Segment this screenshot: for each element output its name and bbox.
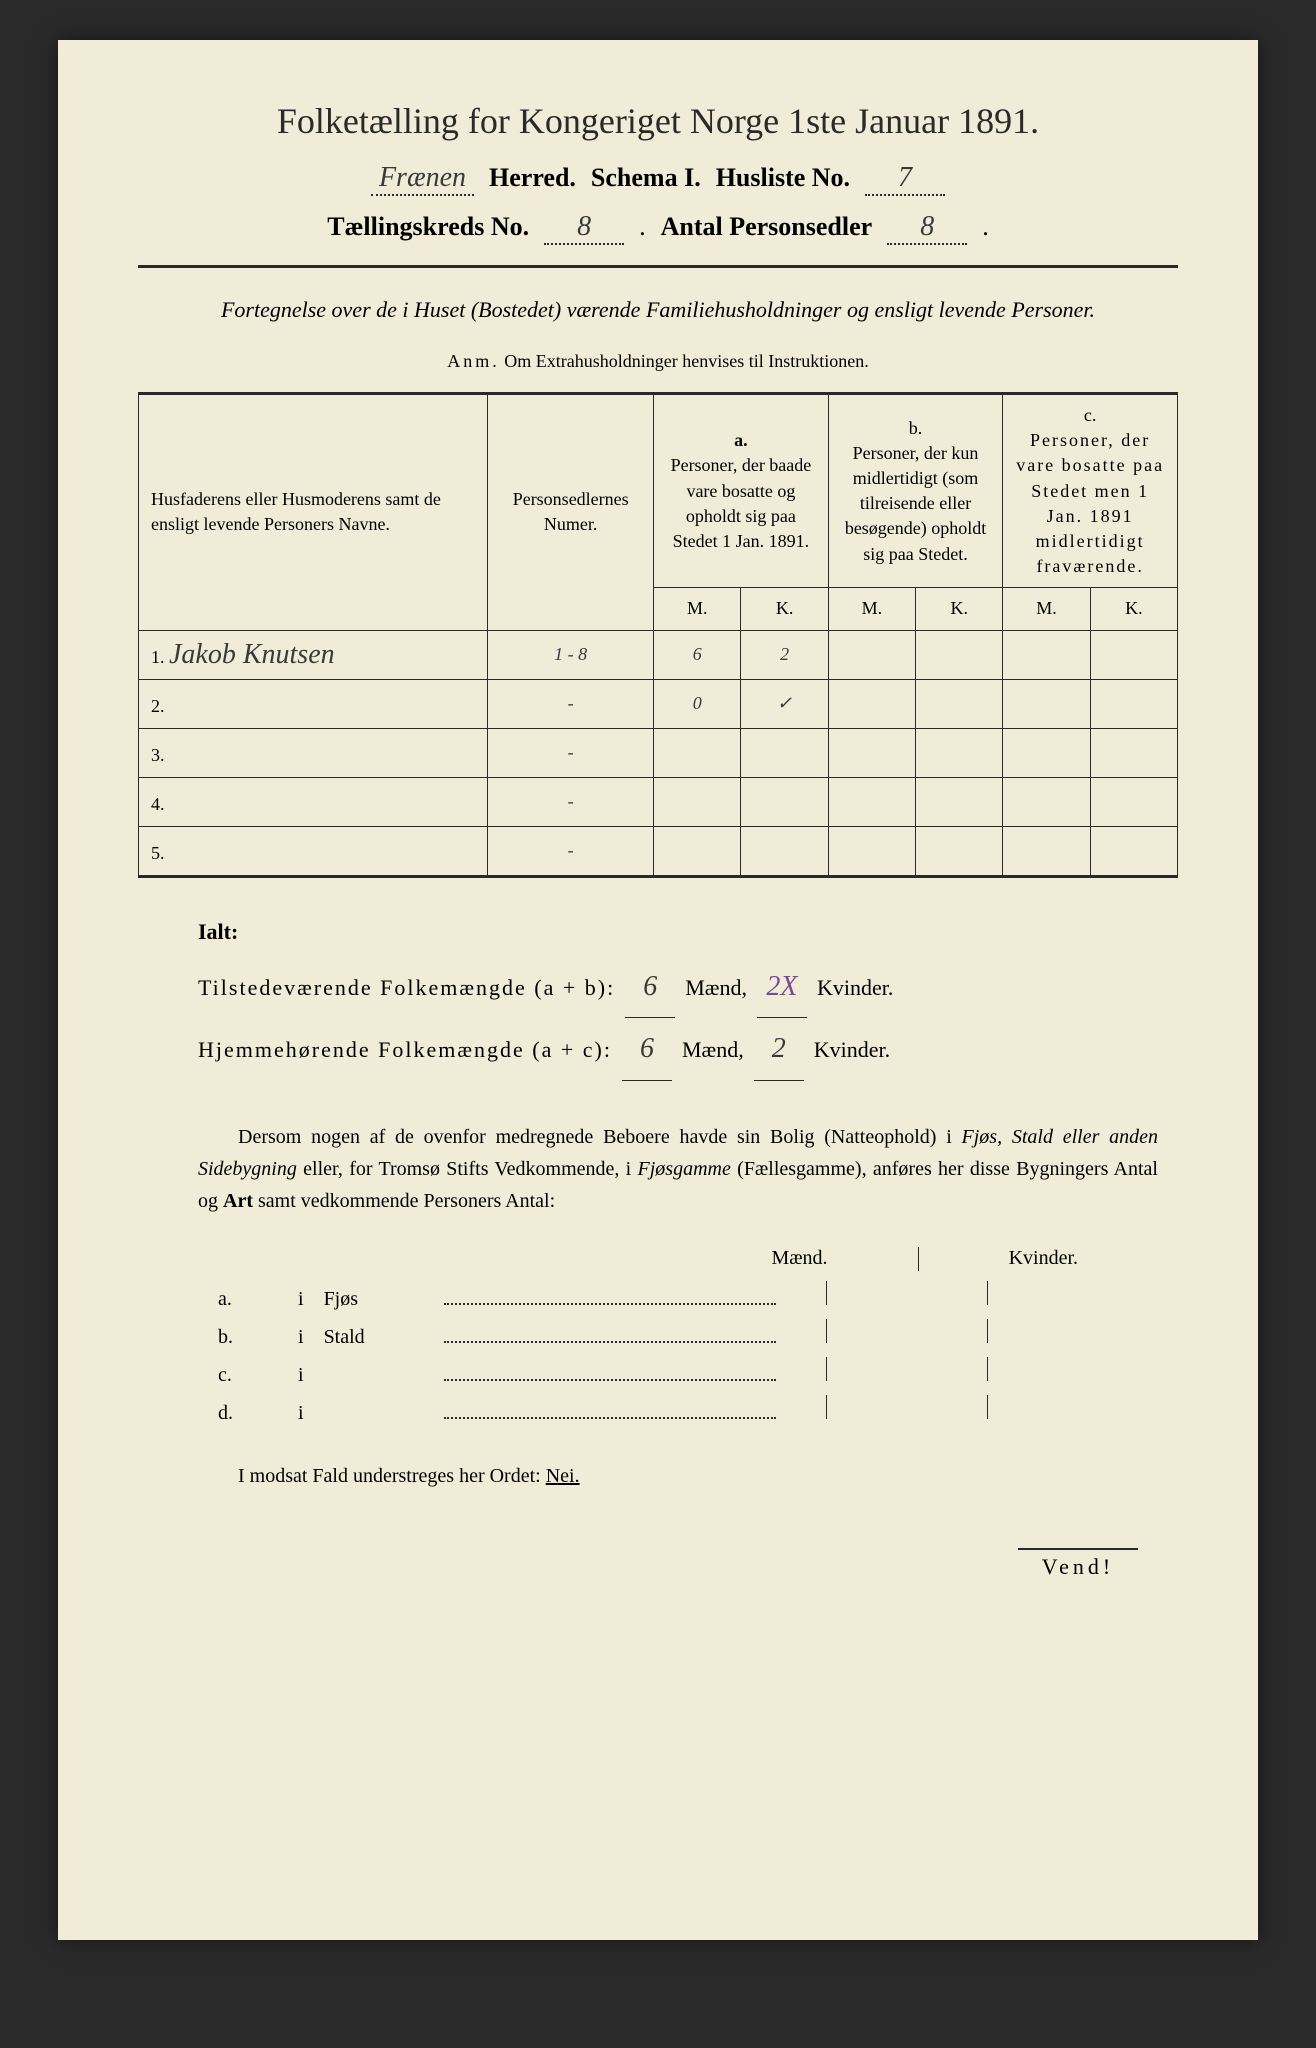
th-ak: K. [741,588,828,630]
table-cell [1003,777,1090,826]
table-cell [916,826,1003,876]
table-cell [1003,728,1090,777]
th-bk: K. [916,588,1003,630]
header-line-2: Tællingskreds No. 8 . Antal Personsedler… [138,211,1178,245]
th-a: a. Personer, der baade vare bosatte og o… [654,394,829,588]
ialt-label: Ialt: [198,908,1118,956]
footer-line: I modsat Fald understreges her Ordet: Ne… [198,1465,1118,1488]
table-cell: 1. Jakob Knutsen [139,630,488,679]
table-cell [654,777,741,826]
personsedler-value: 8 [887,211,967,245]
building-section: Mænd. Kvinder. a. i Fjøs b. i Stald c. i… [218,1247,1098,1425]
building-kvinder: Kvinder. [1009,1247,1078,1271]
table-cell: ✓ [741,679,828,728]
table-cell: 6 [654,630,741,679]
table-cell [741,826,828,876]
th-cm: M. [1003,588,1090,630]
census-table: Husfaderens eller Husmoderens samt de en… [138,392,1178,878]
husliste-value: 7 [865,162,945,196]
th-b: b. Personer, der kun midlertidigt (som t… [828,394,1003,588]
table-cell [828,728,915,777]
table-cell: 4. [139,777,488,826]
building-row: b. i Stald [218,1319,1098,1349]
table-row: 2. -0✓ [139,679,1178,728]
building-row: c. i [218,1357,1098,1387]
table-cell [828,630,915,679]
building-row: d. i [218,1395,1098,1425]
tilstede-m: 6 [625,956,675,1019]
divider [138,265,1178,268]
table-cell [1090,679,1177,728]
anm-label: Anm. [447,351,500,371]
anm-text: Om Extrahusholdninger henvises til Instr… [504,351,868,371]
table-cell [828,679,915,728]
table-cell [1003,630,1090,679]
description: Fortegnelse over de i Huset (Bostedet) v… [178,293,1138,326]
table-cell [741,728,828,777]
table-cell [1003,679,1090,728]
th-bm: M. [828,588,915,630]
nei-word: Nei. [546,1465,580,1487]
tilstede-label: Tilstedeværende Folkemængde (a + b): [198,964,615,1012]
table-cell [916,679,1003,728]
herred-label: Herred. [489,163,576,193]
table-cell: - [488,826,654,876]
building-header: Mænd. Kvinder. [218,1247,1098,1271]
table-cell [654,826,741,876]
hjemme-k: 2 [754,1018,804,1081]
th-numer: Personsedlernes Numer. [488,394,654,631]
page-title: Folketælling for Kongeriget Norge 1ste J… [138,100,1178,142]
table-cell: 1 - 8 [488,630,654,679]
th-c: c. Personer, der vare bosatte paa Stedet… [1003,394,1178,588]
table-cell: - [488,728,654,777]
table-cell [1090,777,1177,826]
table-cell: 5. [139,826,488,876]
husliste-label: Husliste No. [716,163,850,193]
personsedler-label: Antal Personsedler [661,212,873,242]
table-cell [1090,630,1177,679]
building-paragraph: Dersom nogen af de ovenfor medregnede Be… [198,1121,1158,1217]
kreds-label: Tællingskreds No. [327,212,529,242]
herred-value: Frænen [371,162,474,196]
table-cell [916,777,1003,826]
building-row: a. i Fjøs [218,1281,1098,1311]
table-cell [916,630,1003,679]
table-cell: - [488,777,654,826]
totals-row-2: Hjemmehørende Folkemængde (a + c): 6 Mæn… [198,1018,1118,1081]
kreds-value: 8 [544,211,624,245]
table-row: 5. - [139,826,1178,876]
table-cell [828,826,915,876]
schema-label: Schema I. [591,163,701,193]
hjemme-m: 6 [622,1018,672,1081]
census-form-page: Folketælling for Kongeriget Norge 1ste J… [58,40,1258,1940]
table-row: 4. - [139,777,1178,826]
th-name: Husfaderens eller Husmoderens samt de en… [139,394,488,631]
table-cell [1090,826,1177,876]
totals-row-1: Tilstedeværende Folkemængde (a + b): 6 M… [198,956,1118,1019]
table-cell: 0 [654,679,741,728]
table-cell: 2 [741,630,828,679]
table-cell [1003,826,1090,876]
table-cell [741,777,828,826]
tilstede-k: 2X [757,956,807,1019]
th-am: M. [654,588,741,630]
table-cell [654,728,741,777]
table-cell: - [488,679,654,728]
table-cell: 2. [139,679,488,728]
table-cell: 3. [139,728,488,777]
anm-line: Anm. Om Extrahusholdninger henvises til … [138,351,1178,372]
th-ck: K. [1090,588,1177,630]
table-row: 3. - [139,728,1178,777]
vend-label: Vend! [138,1548,1138,1580]
table-cell [1090,728,1177,777]
table-cell [828,777,915,826]
building-maend: Mænd. [771,1247,827,1271]
table-row: 1. Jakob Knutsen1 - 862 [139,630,1178,679]
header-line-1: Frænen Herred. Schema I. Husliste No. 7 [138,162,1178,196]
table-cell [916,728,1003,777]
totals-section: Ialt: Tilstedeværende Folkemængde (a + b… [198,908,1118,1082]
hjemme-label: Hjemmehørende Folkemængde (a + c): [198,1026,612,1074]
